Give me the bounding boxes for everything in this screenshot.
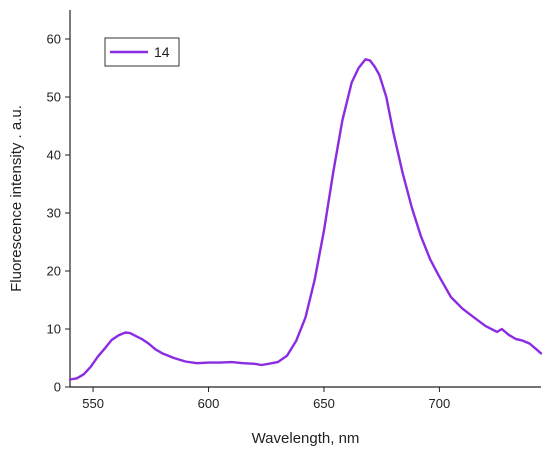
axes: [69, 10, 541, 388]
series-line-14: [68, 58, 543, 381]
y-tick-label: 0: [54, 380, 61, 395]
legend: 14: [104, 37, 180, 67]
x-tick-label: 600: [198, 396, 220, 411]
y-tick-label: 40: [47, 148, 61, 163]
y-tick-label: 10: [47, 322, 61, 337]
legend-entry-label: 14: [154, 44, 170, 60]
x-tick-label: 550: [82, 396, 104, 411]
x-tick-label: 700: [429, 396, 451, 411]
y-tick-label: 60: [47, 32, 61, 47]
ticks: 550 600 650 700 0 10 20 30 40 50 60: [47, 32, 451, 412]
y-tick-label: 30: [47, 206, 61, 221]
x-axis-label: Wavelength, nm: [252, 430, 360, 447]
y-axis-label: Fluorescence intensity . a.u.: [8, 105, 25, 292]
x-tick-label: 650: [313, 396, 335, 411]
series-layer: [68, 58, 543, 381]
y-tick-label: 20: [47, 264, 61, 279]
y-tick-label: 50: [47, 90, 61, 105]
